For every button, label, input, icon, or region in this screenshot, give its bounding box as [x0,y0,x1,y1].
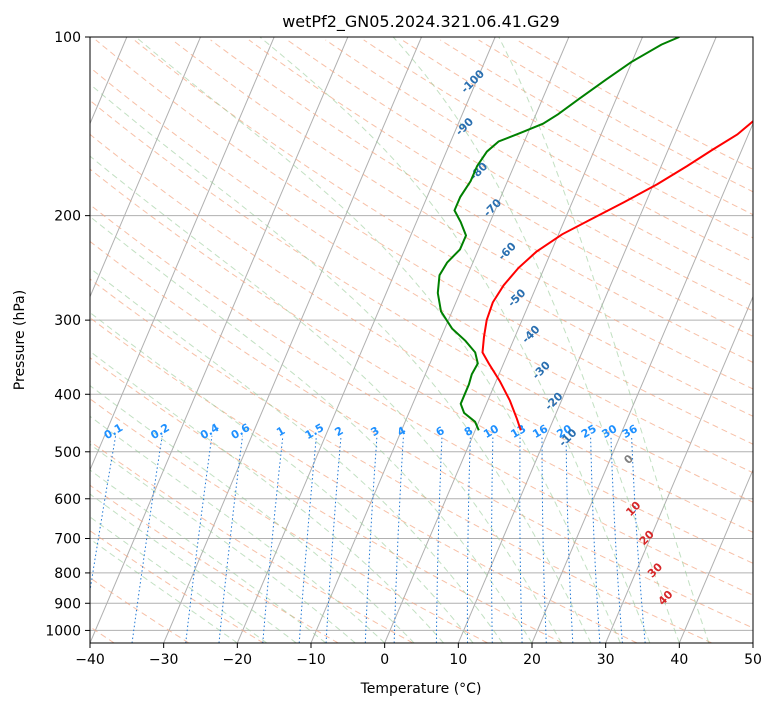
moist-adiabat-line [392,37,680,643]
x-tick-label: −30 [149,652,179,668]
mixing-ratio-line [435,435,443,643]
pressure-gridlines [90,37,753,631]
mixing-ratio-line [519,435,523,643]
mixing-ratio-line [325,435,342,643]
mixing-ratio-line [218,435,243,643]
moist-adiabat-line [90,443,356,643]
x-axis-title: Temperature (°C) [360,681,482,697]
dry-adiabat-line [286,39,753,312]
x-tick-label: 20 [523,652,541,668]
mixing-ratio-line [364,435,378,643]
chart-title: wetPf2_GN05.2024.321.06.41.G29 [282,12,560,32]
moist-adiabat-line [135,37,621,643]
x-tick-label: −10 [296,652,326,668]
moist-adiabat-line [90,385,415,643]
mixing-ratio-line [541,435,547,643]
moist-adiabat-line [90,350,444,643]
x-tick-label: −40 [75,652,105,668]
dry-adiabat-line [90,133,753,533]
dry-adiabat-line [440,39,753,216]
plot-frame [89,36,754,644]
dry-adiabat-line [95,39,753,445]
dry-adiabat-line [401,39,753,239]
x-tick-label: 40 [670,652,688,668]
y-tick-label: 500 [54,445,81,461]
mixing-ratio-line [262,435,284,643]
dry-adiabat-line [478,39,753,193]
isotherm-line [457,37,717,643]
y-tick-label: 600 [54,492,81,508]
x-tick-label: 50 [744,652,762,668]
mixing-ratio-line [491,435,494,643]
y-tick-label: 100 [54,30,81,46]
dry-adiabat-line [325,39,753,287]
mixing-ratio-line [131,435,163,643]
mixing-ratio-line [610,435,623,643]
profile-series [436,37,753,431]
y-tick-label: 1000 [45,623,81,639]
mixing-ratio-line [565,435,574,643]
isotherm-line [90,37,201,298]
y-axis-title: Pressure (hPa) [12,290,28,390]
moist-adiabats [90,37,710,643]
y-tick-label: 300 [54,313,81,329]
dry-adiabat-line [90,204,753,596]
profile-line [481,119,753,431]
isotherm-line [90,37,275,472]
x-tick-label: −20 [223,652,253,668]
y-axis: 100 200 300 400 500 600 700 800 900 1000 [45,30,90,639]
x-tick-label: 30 [597,652,615,668]
moist-adiabat-line [498,37,710,643]
isotherm-line [384,37,643,643]
dry-adiabat-line [90,357,563,643]
x-axis: −40 −30 −20 −10 0 10 20 30 40 50 [75,643,762,668]
mixing-ratio-line [393,435,404,643]
moist-adiabat-line [90,311,474,643]
y-tick-label: 400 [54,387,81,403]
mixing-ratio-line [298,435,317,643]
moist-adiabat-line [259,37,651,643]
moist-adiabat-line [90,155,562,643]
dry-adiabat-line [363,39,753,263]
mixing-ratio-line [90,435,117,594]
x-tick-label: 0 [380,652,389,668]
moist-adiabat-line [90,415,386,643]
moist-adiabat-line [90,215,533,643]
dry-adiabats [90,39,753,643]
y-tick-label: 200 [54,209,81,225]
isotherm-line [531,122,753,643]
isotherm-line [236,37,496,643]
dry-adiabat-line [516,39,753,170]
dry-adiabat-line [90,99,753,503]
dry-adiabat-line [90,168,753,564]
dry-adiabat-line [90,484,339,643]
profile-line [436,37,680,431]
dry-adiabat-line [90,317,638,643]
isotherm-line [605,295,753,643]
mixing-ratio-line [590,435,601,643]
mixing-ratio-lines [90,435,646,643]
dry-adiabat-line [248,39,753,337]
y-tick-label: 800 [54,566,81,582]
y-tick-label: 700 [54,532,81,548]
isotherm-line [163,37,422,643]
moist-adiabat-line [90,267,503,643]
y-tick-label: 900 [54,596,81,612]
isotherm-line [678,468,753,643]
mixing-ratio-line [631,435,646,643]
mixing-ratio-line [466,435,471,643]
mixing-ratio-line [185,435,213,643]
isotherm-line [90,37,349,643]
x-tick-label: 10 [449,652,467,668]
dry-adiabat-line [90,66,753,474]
